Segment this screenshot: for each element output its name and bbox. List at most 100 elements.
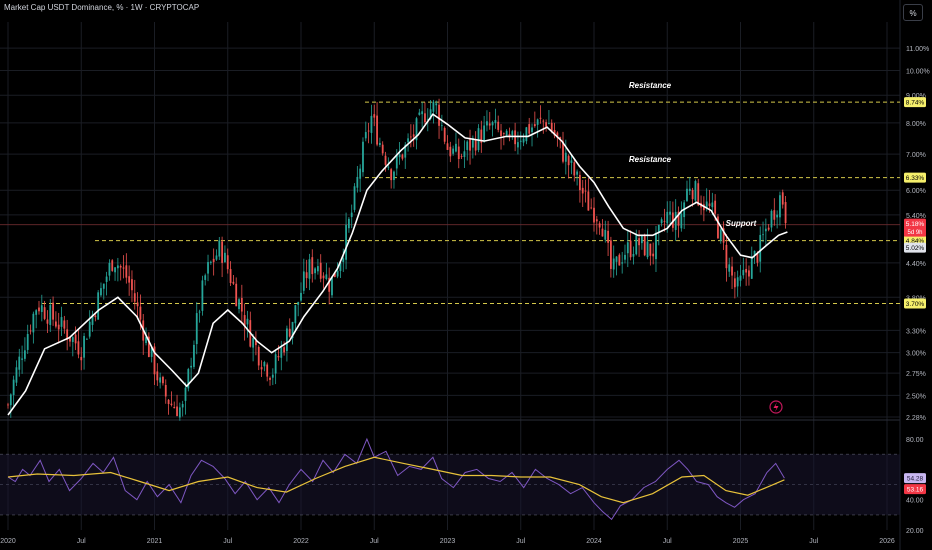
candle-body (404, 144, 407, 158)
candle-body (159, 377, 162, 383)
candle-body (669, 211, 671, 215)
candle-body (626, 242, 629, 254)
lightning-icon[interactable] (769, 400, 783, 414)
candle-body (353, 186, 356, 210)
candle-body (238, 299, 240, 310)
candle-body (429, 109, 432, 119)
candle-body (610, 240, 612, 269)
candle-body (342, 258, 345, 263)
candle-body (266, 364, 269, 377)
candle-body (302, 271, 305, 291)
candle-body (711, 202, 714, 208)
candle-body (776, 214, 779, 218)
candle-body (635, 234, 638, 255)
candle-body (71, 337, 74, 342)
candle-body (736, 277, 739, 287)
candle-body (215, 255, 218, 260)
candle-body (83, 336, 85, 358)
candle-body (153, 346, 156, 375)
candle-body (533, 124, 536, 127)
x-tick-label: 2023 (440, 538, 456, 545)
candle-body (440, 125, 443, 127)
candle-body (52, 302, 54, 320)
candle-body (446, 143, 449, 150)
candle-body (122, 267, 125, 269)
candle-body (102, 283, 105, 289)
candle-body (539, 117, 542, 119)
rsi-line (7, 437, 785, 521)
candle-body (618, 254, 621, 266)
candle-body (570, 160, 573, 163)
y-tick-label: 3.30% (906, 328, 926, 335)
candle-body (725, 244, 728, 269)
y-tick-label: 2.28% (906, 415, 926, 422)
candle-body (514, 130, 517, 145)
candle-body (438, 104, 440, 126)
candle-body (195, 313, 198, 345)
candle-body (364, 132, 367, 139)
candle-body (500, 130, 502, 136)
candle-body (745, 268, 748, 273)
candle-body (114, 267, 116, 273)
rsi-tick-label: 20.00 (906, 528, 924, 535)
candle-body (170, 403, 173, 406)
y-tick-label: 5.40% (906, 213, 926, 220)
rsi-ma-badge: 53.16 (907, 487, 924, 494)
candle-body (359, 168, 362, 179)
candle-body (457, 146, 460, 159)
candle-body (136, 302, 139, 307)
candle-body (463, 151, 466, 158)
candle-body (176, 406, 178, 416)
level-annotation: Resistance (629, 81, 672, 90)
candle-body (384, 155, 387, 165)
candle-body (548, 123, 550, 125)
candle-body (49, 305, 52, 325)
candle-body (370, 115, 373, 133)
candle-body (198, 311, 201, 313)
y-tick-label: 3.00% (906, 351, 926, 358)
candle-body (173, 406, 176, 409)
percent-scale-button[interactable]: % (903, 4, 923, 21)
candle-body (40, 305, 43, 312)
candle-body (671, 212, 674, 228)
candle-body (69, 336, 71, 342)
level-badge-bg (904, 97, 926, 108)
candle-body (494, 120, 497, 123)
candle-body (694, 181, 697, 201)
candle-body (401, 154, 404, 159)
candle-body (497, 121, 500, 130)
candle-body (739, 275, 742, 281)
candle-body (409, 136, 412, 138)
rsi-ma-line (7, 456, 785, 504)
candle-body (105, 276, 108, 282)
candle-body (74, 334, 77, 344)
candle-body (116, 265, 119, 269)
candle-body (531, 127, 533, 133)
candle-body (762, 234, 764, 236)
candle-body (764, 228, 767, 232)
candle-body (486, 121, 488, 126)
candle-body (511, 131, 514, 136)
candle-body (398, 154, 401, 158)
y-tick-label: 4.40% (906, 261, 926, 268)
candle-body (246, 318, 249, 325)
candle-body (85, 338, 88, 340)
candle-body (488, 123, 491, 126)
rsi-badge-bg (904, 473, 926, 484)
candle-body (212, 258, 215, 263)
candle-body (201, 280, 204, 311)
candle-body (314, 268, 316, 274)
candle-body (553, 130, 556, 136)
candle-body (415, 118, 418, 141)
candle-body (305, 272, 308, 279)
candle-body (300, 292, 302, 301)
candle-body (178, 407, 181, 418)
y-tick-label: 2.75% (906, 371, 926, 378)
candle-body (240, 297, 243, 312)
y-tick-label: 10.00% (906, 69, 930, 76)
candle-body (624, 254, 626, 260)
candle-body (331, 276, 333, 296)
candle-body (412, 134, 415, 137)
candle-body (221, 241, 224, 263)
